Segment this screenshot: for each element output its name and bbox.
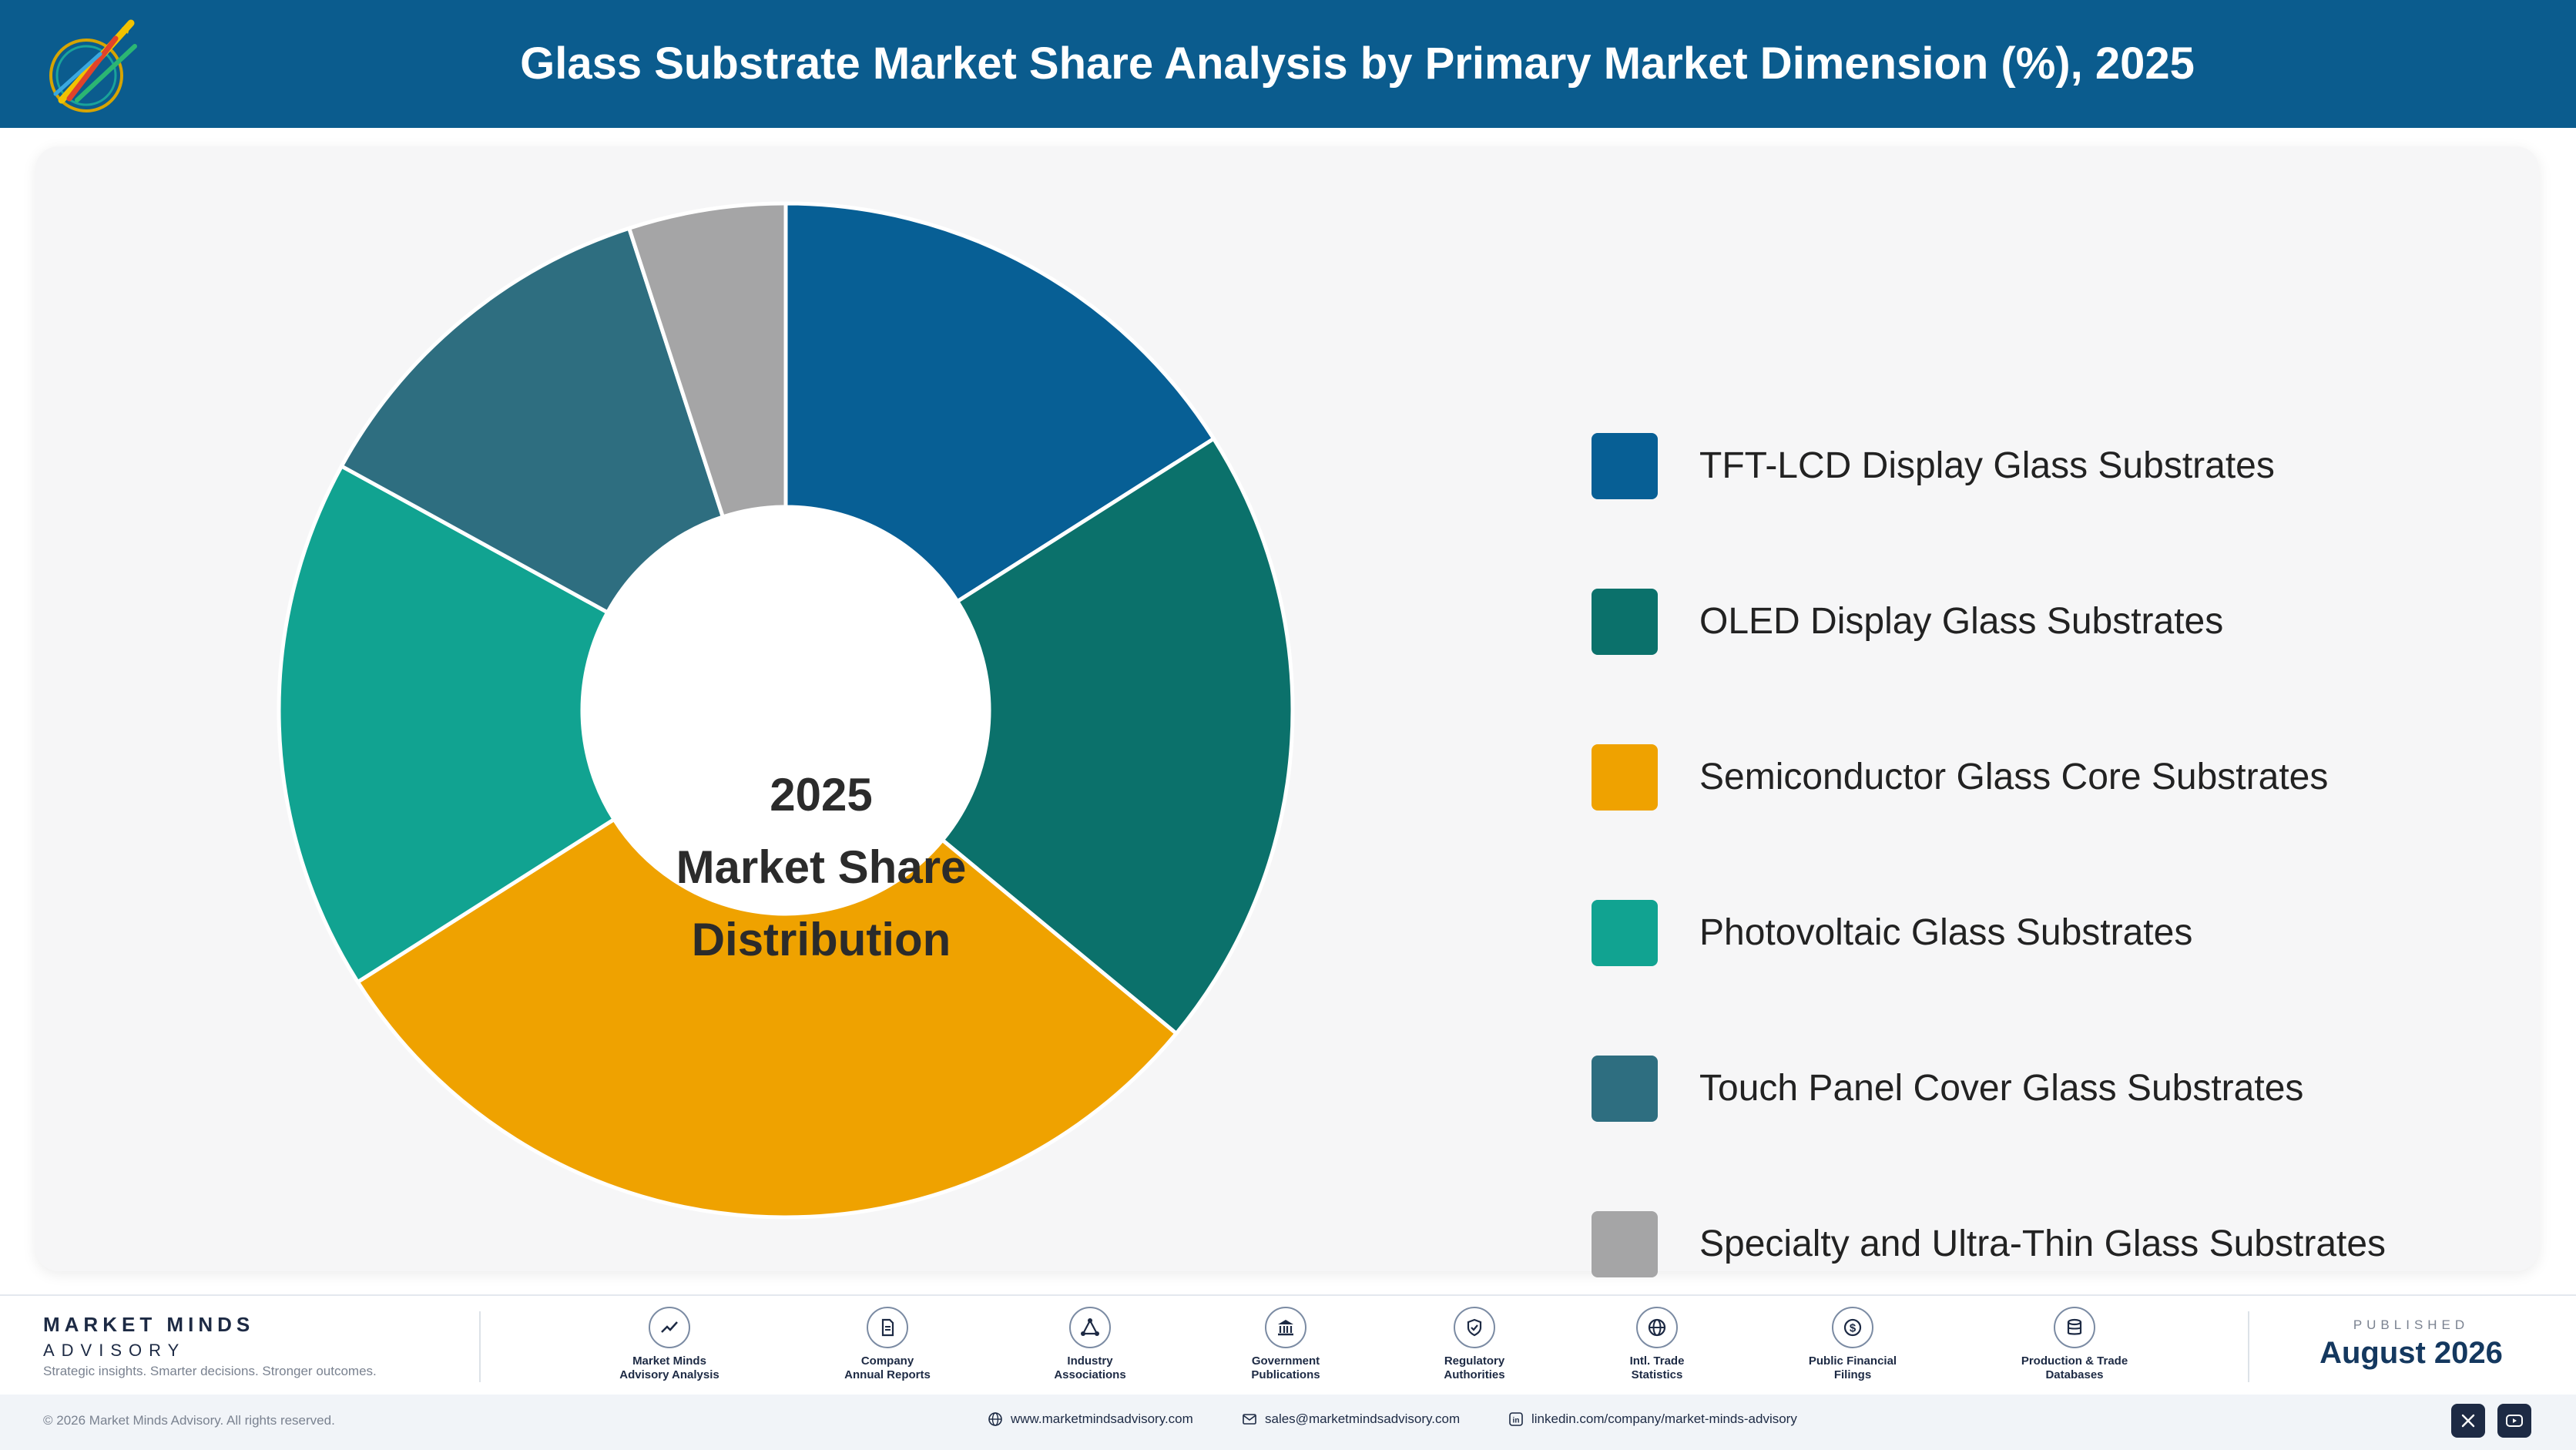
chart-card: 2025 Market Share Distribution TFT-LCD D… (35, 146, 2539, 1277)
svg-text:in: in (1513, 1417, 1520, 1425)
published-label: PUBLISHED (2353, 1317, 2470, 1332)
source-label-line2: Statistics (1631, 1368, 1683, 1381)
source-label-line2: Databases (2045, 1368, 2104, 1381)
pie-chart (277, 201, 1295, 1220)
legend-item-tft-lcd: TFT-LCD Display Glass Substrates (1592, 433, 2516, 499)
chart-line-icon (649, 1307, 690, 1348)
source-label-line1: Public Financial (1808, 1354, 1897, 1368)
source-label-line1: Government (1251, 1354, 1320, 1368)
source-market-minds: Market Minds Advisory Analysis (596, 1307, 743, 1382)
source-label-line2: Authorities (1444, 1368, 1505, 1381)
legend-item-touch-panel: Touch Panel Cover Glass Substrates (1592, 1056, 2516, 1122)
source-label-line2: Annual Reports (844, 1368, 931, 1381)
source-label-line1: Industry (1067, 1354, 1113, 1368)
legend-label: TFT-LCD Display Glass Substrates (1699, 445, 2275, 486)
globe-icon (988, 1412, 1002, 1426)
email-link[interactable]: sales@marketmindsadvisory.com (1242, 1411, 1460, 1427)
source-label-line2: Publications (1251, 1368, 1320, 1381)
brand-tagline: Strategic insights. Smarter decisions. S… (43, 1364, 377, 1378)
center-label-year: 2025 (770, 769, 873, 821)
source-label-line2: Advisory Analysis (619, 1368, 719, 1381)
legend-label: Semiconductor Glass Core Substrates (1699, 757, 2329, 797)
source-company-reports: Company Annual Reports (814, 1307, 961, 1382)
legend-item-specialty: Specialty and Ultra-Thin Glass Substrate… (1592, 1211, 2516, 1277)
legend-label: Touch Panel Cover Glass Substrates (1699, 1068, 2304, 1109)
brand-name: MARKET MINDS (43, 1313, 255, 1336)
source-production-databases: Production & Trade Databases (2001, 1307, 2148, 1382)
pie-slice-3 (354, 817, 1179, 1220)
published-date: August 2026 (2319, 1336, 2503, 1370)
source-financial-filings: $ Public Financial Filings (1779, 1307, 1926, 1382)
center-label-line-3: Distribution (691, 914, 951, 965)
legend-swatch (1592, 900, 1658, 966)
shield-check-icon (1454, 1307, 1495, 1348)
linkedin-link[interactable]: in linkedin.com/company/market-minds-adv… (1508, 1411, 1797, 1427)
legend-swatch (1592, 1211, 1658, 1277)
linkedin-text: linkedin.com/company/market-minds-adviso… (1531, 1411, 1797, 1426)
legend-swatch (1592, 744, 1658, 811)
legend-item-semiconductor: Semiconductor Glass Core Substrates (1592, 744, 2516, 811)
footer-divider (479, 1311, 481, 1382)
rocket-logo-icon (49, 19, 137, 112)
x-icon[interactable] (2451, 1404, 2485, 1438)
footer: MARKET MINDS ADVISORY Strategic insights… (0, 1294, 2576, 1396)
bottom-bar: © 2026 Market Minds Advisory. All rights… (0, 1395, 2576, 1450)
source-label-line1: Regulatory (1444, 1354, 1505, 1368)
source-regulatory-authorities: Regulatory Authorities (1401, 1307, 1548, 1382)
email-text: sales@marketmindsadvisory.com (1265, 1411, 1461, 1426)
building-icon (1265, 1307, 1306, 1348)
center-label-line-2: Market Share (676, 841, 967, 893)
source-government-publications: Government Publications (1213, 1307, 1359, 1382)
header-bar: Glass Substrate Market Share Analysis by… (0, 0, 2576, 128)
legend-label: Specialty and Ultra-Thin Glass Substrate… (1699, 1223, 2386, 1264)
dollar-icon: $ (1832, 1307, 1873, 1348)
globe-icon (1636, 1307, 1678, 1348)
database-icon (2054, 1307, 2095, 1348)
donut-hole (582, 507, 989, 914)
source-industry-associations: Industry Associations (1017, 1307, 1163, 1382)
source-label-line1: Market Minds (632, 1354, 706, 1368)
legend-swatch (1592, 433, 1658, 499)
legend-swatch (1592, 589, 1658, 655)
svg-text:$: $ (1850, 1322, 1857, 1335)
legend-item-oled: OLED Display Glass Substrates (1592, 589, 2516, 655)
footer-divider (2248, 1311, 2249, 1382)
mail-icon (1243, 1414, 1256, 1425)
source-label-line2: Filings (1833, 1368, 1872, 1381)
brand-subtitle: ADVISORY (43, 1341, 186, 1360)
source-label-line1: Intl. Trade (1629, 1354, 1685, 1368)
linkedin-icon: in (1509, 1412, 1523, 1426)
legend-swatch (1592, 1056, 1658, 1122)
website-text: www.marketmindsadvisory.com (1011, 1411, 1193, 1426)
legend-label: Photovoltaic Glass Substrates (1699, 912, 2193, 953)
source-trade-statistics: Intl. Trade Statistics (1584, 1307, 1730, 1382)
youtube-icon[interactable] (2497, 1404, 2531, 1438)
pie-slice-4 (277, 463, 617, 985)
document-icon (867, 1307, 908, 1348)
source-label-line1: Company (860, 1354, 914, 1368)
source-label-line2: Associations (1054, 1368, 1126, 1381)
donut-center-label: 2025 Market Share Distribution (621, 759, 1021, 976)
source-label-line1: Production & Trade (2021, 1354, 2128, 1368)
legend-item-photovoltaic: Photovoltaic Glass Substrates (1592, 900, 2516, 966)
copyright-text: © 2026 Market Minds Advisory. All rights… (43, 1413, 335, 1428)
website-link[interactable]: www.marketmindsadvisory.com (988, 1411, 1193, 1427)
legend-label: OLED Display Glass Substrates (1699, 601, 2224, 642)
page-title: Glass Substrate Market Share Analysis by… (520, 39, 2195, 89)
network-icon (1069, 1307, 1111, 1348)
